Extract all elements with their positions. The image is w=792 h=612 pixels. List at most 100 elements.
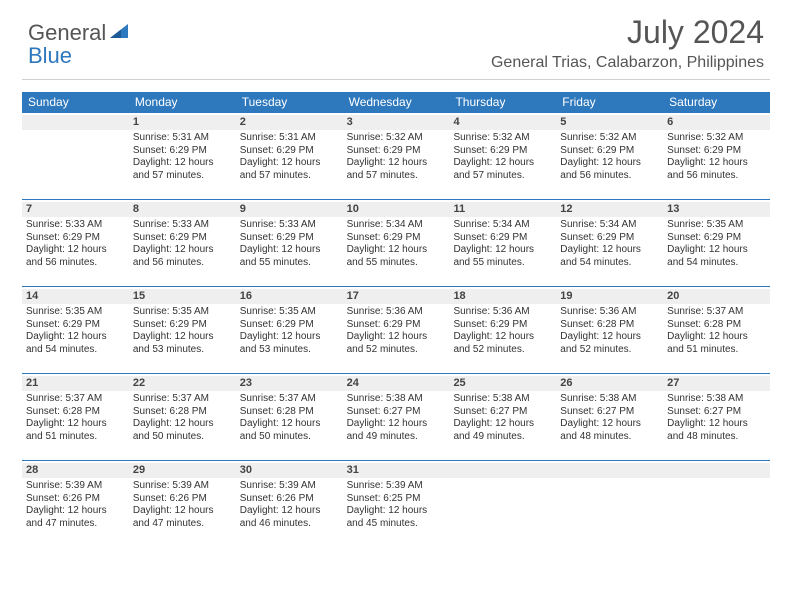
day-cell: 4Sunrise: 5:32 AMSunset: 6:29 PMDaylight…	[449, 113, 556, 199]
day-cell: 16Sunrise: 5:35 AMSunset: 6:29 PMDayligh…	[236, 287, 343, 373]
day-cell: 22Sunrise: 5:37 AMSunset: 6:28 PMDayligh…	[129, 374, 236, 460]
daylight-line: and 53 minutes.	[240, 344, 339, 357]
daylight-line: Daylight: 12 hours	[347, 157, 446, 170]
sunset-line: Sunset: 6:29 PM	[133, 319, 232, 332]
sunset-line: Sunset: 6:29 PM	[133, 232, 232, 245]
day-number	[22, 115, 129, 130]
daylight-line: and 52 minutes.	[347, 344, 446, 357]
sunset-line: Sunset: 6:29 PM	[347, 232, 446, 245]
week-row: 1Sunrise: 5:31 AMSunset: 6:29 PMDaylight…	[22, 112, 770, 199]
daylight-line: and 54 minutes.	[560, 257, 659, 270]
daylight-line: and 49 minutes.	[453, 431, 552, 444]
day-cell	[556, 461, 663, 547]
dow-tuesday: Tuesday	[236, 92, 343, 112]
sunrise-line: Sunrise: 5:31 AM	[133, 132, 232, 145]
week-row: 7Sunrise: 5:33 AMSunset: 6:29 PMDaylight…	[22, 199, 770, 286]
day-cell	[22, 113, 129, 199]
day-number: 21	[22, 376, 129, 391]
daylight-line: Daylight: 12 hours	[667, 331, 766, 344]
day-number: 20	[663, 289, 770, 304]
day-cell: 9Sunrise: 5:33 AMSunset: 6:29 PMDaylight…	[236, 200, 343, 286]
day-cell: 28Sunrise: 5:39 AMSunset: 6:26 PMDayligh…	[22, 461, 129, 547]
sunset-line: Sunset: 6:27 PM	[453, 406, 552, 419]
week-row: 21Sunrise: 5:37 AMSunset: 6:28 PMDayligh…	[22, 373, 770, 460]
sunrise-line: Sunrise: 5:38 AM	[453, 393, 552, 406]
daylight-line: and 55 minutes.	[453, 257, 552, 270]
day-cell: 13Sunrise: 5:35 AMSunset: 6:29 PMDayligh…	[663, 200, 770, 286]
logo: General Blue	[28, 20, 128, 68]
sunset-line: Sunset: 6:28 PM	[26, 406, 125, 419]
sunrise-line: Sunrise: 5:34 AM	[560, 219, 659, 232]
day-number: 29	[129, 463, 236, 478]
daylight-line: Daylight: 12 hours	[240, 418, 339, 431]
day-cell: 19Sunrise: 5:36 AMSunset: 6:28 PMDayligh…	[556, 287, 663, 373]
daylight-line: and 45 minutes.	[347, 518, 446, 531]
sunset-line: Sunset: 6:27 PM	[347, 406, 446, 419]
daylight-line: Daylight: 12 hours	[240, 157, 339, 170]
day-number: 19	[556, 289, 663, 304]
day-cell: 29Sunrise: 5:39 AMSunset: 6:26 PMDayligh…	[129, 461, 236, 547]
day-number: 14	[22, 289, 129, 304]
sunrise-line: Sunrise: 5:39 AM	[347, 480, 446, 493]
day-number: 9	[236, 202, 343, 217]
daylight-line: Daylight: 12 hours	[26, 331, 125, 344]
day-number	[556, 463, 663, 478]
sunset-line: Sunset: 6:29 PM	[560, 232, 659, 245]
sunrise-line: Sunrise: 5:35 AM	[26, 306, 125, 319]
sunset-line: Sunset: 6:29 PM	[667, 232, 766, 245]
sunset-line: Sunset: 6:29 PM	[347, 145, 446, 158]
sunset-line: Sunset: 6:28 PM	[240, 406, 339, 419]
day-cell: 12Sunrise: 5:34 AMSunset: 6:29 PMDayligh…	[556, 200, 663, 286]
daylight-line: Daylight: 12 hours	[347, 331, 446, 344]
sunset-line: Sunset: 6:29 PM	[667, 145, 766, 158]
daylight-line: and 52 minutes.	[560, 344, 659, 357]
week-row: 14Sunrise: 5:35 AMSunset: 6:29 PMDayligh…	[22, 286, 770, 373]
logo-triangle-icon	[110, 20, 128, 42]
day-number: 24	[343, 376, 450, 391]
day-cell: 23Sunrise: 5:37 AMSunset: 6:28 PMDayligh…	[236, 374, 343, 460]
day-number: 13	[663, 202, 770, 217]
day-cell: 11Sunrise: 5:34 AMSunset: 6:29 PMDayligh…	[449, 200, 556, 286]
day-number: 30	[236, 463, 343, 478]
sunset-line: Sunset: 6:29 PM	[560, 145, 659, 158]
sunrise-line: Sunrise: 5:34 AM	[347, 219, 446, 232]
day-number: 4	[449, 115, 556, 130]
day-cell	[663, 461, 770, 547]
header-separator	[22, 79, 770, 80]
daylight-line: Daylight: 12 hours	[133, 331, 232, 344]
sunrise-line: Sunrise: 5:35 AM	[240, 306, 339, 319]
sunset-line: Sunset: 6:29 PM	[347, 319, 446, 332]
sunrise-line: Sunrise: 5:32 AM	[347, 132, 446, 145]
sunrise-line: Sunrise: 5:39 AM	[133, 480, 232, 493]
sunrise-line: Sunrise: 5:34 AM	[453, 219, 552, 232]
sunrise-line: Sunrise: 5:33 AM	[133, 219, 232, 232]
day-cell: 20Sunrise: 5:37 AMSunset: 6:28 PMDayligh…	[663, 287, 770, 373]
day-number: 28	[22, 463, 129, 478]
day-number: 5	[556, 115, 663, 130]
day-cell: 7Sunrise: 5:33 AMSunset: 6:29 PMDaylight…	[22, 200, 129, 286]
weeks-container: 1Sunrise: 5:31 AMSunset: 6:29 PMDaylight…	[22, 112, 770, 547]
day-cell: 24Sunrise: 5:38 AMSunset: 6:27 PMDayligh…	[343, 374, 450, 460]
day-number: 26	[556, 376, 663, 391]
header: General Blue July 2024 General Trias, Ca…	[0, 0, 792, 90]
sunset-line: Sunset: 6:29 PM	[240, 319, 339, 332]
daylight-line: Daylight: 12 hours	[667, 418, 766, 431]
day-number: 3	[343, 115, 450, 130]
daylight-line: Daylight: 12 hours	[240, 331, 339, 344]
day-cell: 21Sunrise: 5:37 AMSunset: 6:28 PMDayligh…	[22, 374, 129, 460]
dow-thursday: Thursday	[449, 92, 556, 112]
sunset-line: Sunset: 6:29 PM	[133, 145, 232, 158]
sunset-line: Sunset: 6:29 PM	[240, 232, 339, 245]
daylight-line: Daylight: 12 hours	[453, 244, 552, 257]
day-cell: 17Sunrise: 5:36 AMSunset: 6:29 PMDayligh…	[343, 287, 450, 373]
day-number: 11	[449, 202, 556, 217]
day-number	[449, 463, 556, 478]
daylight-line: and 47 minutes.	[26, 518, 125, 531]
sunrise-line: Sunrise: 5:35 AM	[667, 219, 766, 232]
page-subtitle: General Trias, Calabarzon, Philippines	[491, 54, 764, 72]
day-number: 8	[129, 202, 236, 217]
sunrise-line: Sunrise: 5:37 AM	[240, 393, 339, 406]
sunrise-line: Sunrise: 5:36 AM	[560, 306, 659, 319]
sunset-line: Sunset: 6:25 PM	[347, 493, 446, 506]
day-cell: 15Sunrise: 5:35 AMSunset: 6:29 PMDayligh…	[129, 287, 236, 373]
